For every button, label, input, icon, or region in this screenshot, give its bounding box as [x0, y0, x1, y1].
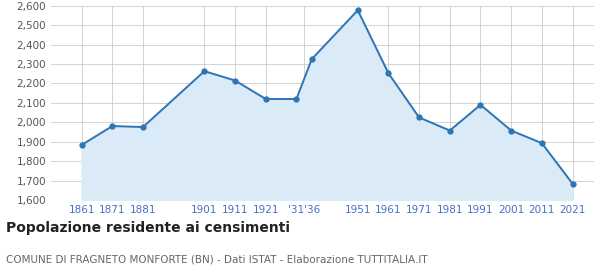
Text: COMUNE DI FRAGNETO MONFORTE (BN) - Dati ISTAT - Elaborazione TUTTITALIA.IT: COMUNE DI FRAGNETO MONFORTE (BN) - Dati … [6, 255, 428, 265]
Text: Popolazione residente ai censimenti: Popolazione residente ai censimenti [6, 221, 290, 235]
